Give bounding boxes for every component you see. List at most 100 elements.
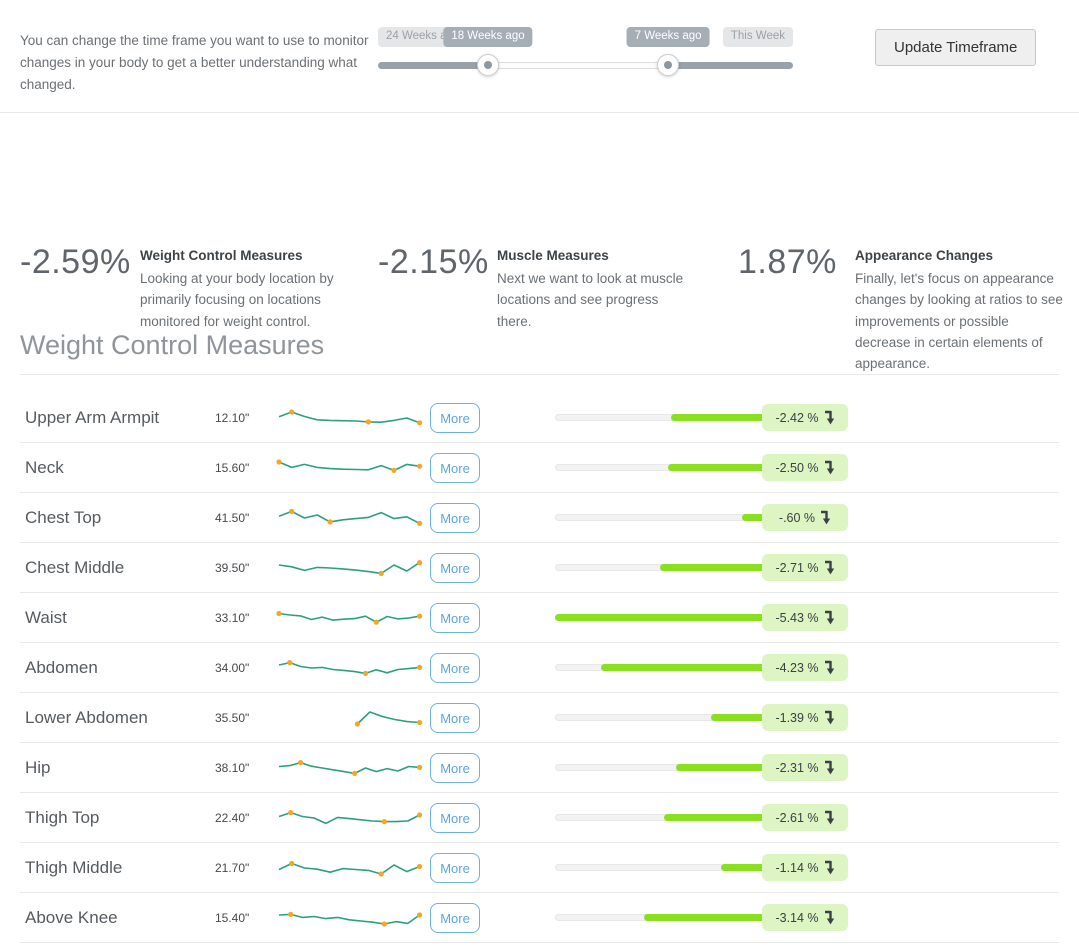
percent-change-label: -3.14 %: [775, 910, 819, 925]
table-row: Chest Top 41.50" More -.60 %: [20, 493, 1059, 543]
decrease-arrow-icon: [824, 810, 834, 825]
measure-value: 15.40": [215, 910, 250, 925]
sparkline-chart: [278, 760, 423, 776]
more-button[interactable]: More: [430, 853, 480, 883]
progress-fill: [675, 764, 765, 771]
more-button[interactable]: More: [430, 453, 480, 483]
measure-value: 39.50": [215, 560, 250, 575]
more-button[interactable]: More: [430, 903, 480, 933]
progress-track: [555, 664, 765, 671]
stat-value-appearance: 1.87%: [738, 243, 837, 281]
slider-track[interactable]: [378, 53, 793, 79]
slider-handle[interactable]: [476, 54, 499, 76]
measure-label: Waist: [25, 607, 67, 627]
percent-change-label: -2.42 %: [775, 410, 819, 425]
slider-handle[interactable]: [657, 54, 680, 76]
stat-text-weight-control: Weight Control Measures Looking at your …: [140, 248, 354, 332]
decrease-arrow-icon: [821, 510, 831, 525]
measure-label: Abdomen: [25, 657, 98, 677]
progress-track: [555, 814, 765, 821]
slider-track-segment: [378, 62, 488, 69]
sparkline-chart: [278, 911, 423, 927]
measure-value: 35.50": [215, 710, 250, 725]
progress-fill: [555, 614, 765, 621]
progress-track: [555, 564, 765, 571]
progress-track: [555, 914, 765, 921]
measure-value: 41.50": [215, 510, 250, 525]
measure-value: 22.40": [215, 810, 250, 825]
decrease-arrow-icon: [824, 660, 834, 675]
percent-change-label: -2.71 %: [775, 560, 819, 575]
sparkline-chart: [276, 459, 423, 473]
update-timeframe-button[interactable]: Update Timeframe: [875, 29, 1037, 66]
measure-label: Upper Arm Armpit: [25, 407, 160, 427]
section-title: Weight Control Measures: [20, 330, 1059, 375]
more-button[interactable]: More: [430, 653, 480, 683]
progress-fill: [601, 664, 765, 671]
percent-change-label: -2.31 %: [775, 760, 819, 775]
table-row: Above Knee 15.40" More -3.14 %: [20, 893, 1059, 943]
measure-value: 12.10": [215, 410, 250, 425]
percent-change-badge: -1.14 %: [762, 854, 848, 881]
sparkline-chart: [278, 810, 423, 825]
sparkline-chart: [278, 560, 423, 576]
progress-fill: [643, 914, 765, 921]
percent-change-label: -2.61 %: [775, 810, 819, 825]
sparkline-chart: [278, 860, 423, 877]
measure-value: 15.60": [215, 460, 250, 475]
progress-fill: [720, 864, 765, 871]
timeframe-slider[interactable]: 24 Weeks ago 18 Weeks ago 7 Weeks ago This …: [378, 27, 793, 83]
measure-value: 38.10": [215, 760, 250, 775]
progress-fill: [711, 714, 765, 721]
more-button[interactable]: More: [430, 703, 480, 733]
progress-track: [555, 414, 765, 421]
more-button[interactable]: More: [430, 753, 480, 783]
measure-label: Thigh Top: [25, 807, 100, 827]
measures-table: Upper Arm Armpit 12.10" More -2.42 % Nec…: [20, 393, 1059, 943]
percent-change-badge: -2.42 %: [762, 404, 848, 431]
stat-value-weight-control: -2.59%: [20, 243, 131, 281]
stat-description: Looking at your body location by primari…: [140, 271, 334, 329]
progress-fill: [741, 514, 765, 521]
measure-label: Chest Middle: [25, 557, 125, 577]
more-button[interactable]: More: [430, 403, 480, 433]
stat-description: Finally, let's focus on appearance chang…: [855, 271, 1063, 372]
percent-change-badge: -2.31 %: [762, 754, 848, 781]
slider-labels: 24 Weeks ago 18 Weeks ago 7 Weeks ago This …: [378, 27, 793, 48]
more-button[interactable]: More: [430, 803, 480, 833]
more-button[interactable]: More: [430, 603, 480, 633]
more-button[interactable]: More: [430, 553, 480, 583]
percent-change-badge: -1.39 %: [762, 704, 848, 731]
decrease-arrow-icon: [824, 460, 834, 475]
percent-change-badge: -5.43 %: [762, 604, 848, 631]
decrease-arrow-icon: [824, 610, 834, 625]
table-row: Neck 15.60" More -2.50 %: [20, 443, 1059, 493]
percent-change-label: -1.39 %: [775, 710, 819, 725]
measure-label: Above Knee: [25, 907, 118, 927]
measure-label: Hip: [25, 757, 51, 777]
slider-track-segment: [668, 62, 793, 69]
stat-title: Weight Control Measures: [140, 248, 303, 263]
stat-text-appearance: Appearance Changes Finally, let's focus …: [855, 248, 1065, 375]
table-row: Hip 38.10" More -2.31 %: [20, 743, 1059, 793]
sparkline-chart: [354, 711, 423, 727]
percent-change-label: -4.23 %: [775, 660, 819, 675]
progress-fill: [668, 464, 765, 471]
table-row: Abdomen 34.00" More -4.23 %: [20, 643, 1059, 693]
table-row: Thigh Top 22.40" More -2.61 %: [20, 793, 1059, 843]
measure-label: Lower Abdomen: [25, 707, 148, 727]
sparkline-chart: [278, 409, 423, 426]
percent-change-badge: -2.50 %: [762, 454, 848, 481]
stat-value-muscle: -2.15%: [378, 243, 489, 281]
slider-label-this-week: This Week: [722, 27, 793, 47]
measure-label: Thigh Middle: [25, 857, 123, 877]
more-button[interactable]: More: [430, 503, 480, 533]
percent-change-badge: -3.14 %: [762, 904, 848, 931]
percent-change-badge: -2.71 %: [762, 554, 848, 581]
progress-fill: [664, 814, 765, 821]
progress-track: [555, 464, 765, 471]
percent-change-label: -1.14 %: [775, 860, 819, 875]
progress-track: [555, 764, 765, 771]
slider-label-18-weeks-ago: 18 Weeks ago: [443, 27, 533, 47]
decrease-arrow-icon: [824, 410, 834, 425]
